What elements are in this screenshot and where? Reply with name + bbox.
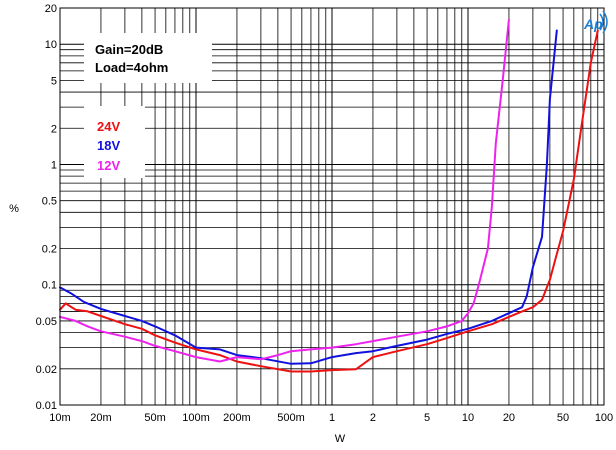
y-tick-label: 5 — [51, 75, 57, 87]
ap-logo: Ap — [583, 10, 608, 34]
x-tick-label: 5 — [424, 412, 430, 424]
condition-load: Load=4ohm — [95, 60, 168, 75]
x-tick-labels: 10m 20m 50m 100m 200m 500m 1 2 5 10 20 50 100 — [49, 412, 613, 424]
y-tick-label: 0.2 — [42, 244, 57, 256]
y-tick-labels: 0.01 0.02 0.05 0.1 0.2 0.5 1 2 5 10 20 — [36, 3, 57, 412]
x-tick-label: 200m — [223, 412, 251, 424]
x-tick-label: 2 — [370, 412, 376, 424]
x-tick-label: 10m — [49, 412, 70, 424]
x-tick-label: 50m — [144, 412, 165, 424]
x-tick-label: 20m — [90, 412, 111, 424]
y-tick-label: 1 — [51, 159, 57, 171]
x-tick-label: 10 — [462, 412, 474, 424]
y-axis-title: % — [9, 203, 19, 215]
series-line-18v — [59, 29, 558, 365]
series-line-24v — [59, 29, 599, 373]
y-tick-label: 0.01 — [36, 400, 57, 412]
plot-border — [59, 7, 605, 406]
x-axis-title: W — [335, 433, 346, 445]
y-tick-label: 20 — [45, 3, 57, 15]
series-lines — [59, 18, 599, 373]
series-line-12v — [59, 18, 510, 363]
y-tick-label: 0.5 — [42, 196, 57, 208]
y-tick-label: 0.1 — [42, 280, 57, 292]
x-tick-label: 100m — [182, 412, 210, 424]
legend-entry-12v: 12V — [97, 158, 120, 173]
x-tick-label: 500m — [277, 412, 305, 424]
y-tick-label: 2 — [51, 123, 57, 135]
x-tick-label: 20 — [503, 412, 515, 424]
y-tick-label: 0.02 — [36, 364, 57, 376]
condition-gain: Gain=20dB — [95, 42, 163, 57]
legend-entry-18v: 18V — [97, 138, 120, 153]
legend: 24V 18V 12V — [84, 106, 145, 178]
x-tick-label: 50 — [557, 412, 569, 424]
x-tick-label: 100 — [595, 412, 613, 424]
ap-logo-text: Ap — [583, 16, 603, 32]
legend-entry-24v: 24V — [97, 119, 120, 134]
conditions-box: Gain=20dB Load=4ohm — [84, 33, 212, 83]
y-tick-label: 0.05 — [36, 316, 57, 328]
x-tick-label: 1 — [329, 412, 335, 424]
y-tick-label: 10 — [45, 39, 57, 51]
